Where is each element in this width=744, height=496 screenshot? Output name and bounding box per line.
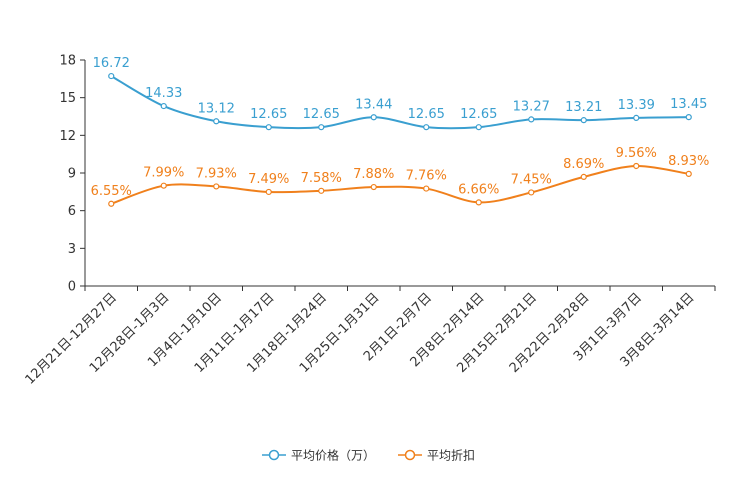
data-label: 7.88%	[353, 167, 394, 182]
legend-label: 平均折扣	[427, 448, 475, 463]
data-label: 16.72	[93, 56, 130, 71]
data-label: 7.45%	[511, 172, 552, 187]
data-label: 12.65	[460, 107, 497, 122]
y-tick-label: 9	[68, 167, 76, 182]
legend-item-1[interactable]: 平均价格（万）	[262, 448, 375, 463]
y-tick-label: 18	[59, 54, 76, 69]
series-line	[110, 75, 689, 130]
data-point	[318, 124, 325, 131]
data-point	[423, 124, 430, 131]
data-label: 7.76%	[406, 169, 447, 184]
legend-item-2[interactable]: 平均折扣	[398, 448, 475, 463]
data-label: 7.93%	[196, 166, 237, 181]
data-label: 12.65	[303, 107, 340, 122]
data-point	[528, 189, 535, 196]
legend-marker-icon	[268, 449, 280, 461]
data-label: 13.12	[198, 101, 235, 116]
data-point	[685, 114, 692, 121]
data-label: 7.99%	[143, 166, 184, 181]
series-layer: 16.72 14.33 13.12 12.65 12.65 13.44 12.65 12.65…	[91, 56, 709, 207]
x-category-label: 12月21日-12月27日	[23, 290, 120, 387]
data-label: 12.65	[408, 107, 445, 122]
data-label: 7.49%	[248, 172, 289, 187]
data-point	[633, 114, 640, 121]
data-point	[423, 185, 430, 192]
data-point	[213, 118, 220, 125]
data-point	[528, 116, 535, 123]
data-point	[160, 102, 167, 110]
data-point	[475, 124, 482, 131]
data-point	[580, 173, 587, 180]
data-point	[685, 170, 692, 177]
data-point	[370, 114, 377, 121]
y-tick-label: 0	[68, 280, 76, 295]
data-label: 6.55%	[91, 184, 132, 199]
data-point	[108, 72, 115, 80]
data-label: 13.45	[670, 97, 707, 112]
data-point	[370, 183, 377, 191]
data-label: 6.66%	[458, 182, 499, 197]
data-point	[213, 183, 220, 190]
legend[interactable]: 平均价格（万） 平均折扣	[262, 448, 475, 463]
data-label: 14.33	[145, 86, 182, 101]
data-label: 13.27	[513, 99, 550, 114]
data-label: 7.58%	[301, 171, 342, 186]
series-2: 6.55% 7.99% 7.93% 7.49% 7.58% 7.88% 7.76% 6.66%…	[91, 146, 709, 207]
data-point	[265, 188, 272, 196]
data-label: 12.65	[250, 107, 287, 122]
data-label: 8.93%	[668, 154, 709, 169]
data-point	[475, 199, 482, 206]
data-label: 13.39	[618, 98, 655, 113]
data-point	[633, 162, 640, 170]
data-label: 9.56%	[616, 146, 657, 161]
y-tick-label: 12	[59, 129, 76, 144]
data-point	[160, 182, 167, 189]
y-tick-label: 3	[68, 242, 76, 257]
y-tick-label: 15	[59, 91, 76, 106]
data-point	[580, 117, 587, 124]
series-line	[110, 164, 689, 205]
data-label: 13.44	[355, 97, 392, 112]
series-1: 16.72 14.33 13.12 12.65 12.65 13.44 12.65 12.65…	[93, 56, 707, 131]
y-tick-label: 6	[68, 204, 76, 219]
data-point	[318, 187, 325, 194]
data-label: 13.21	[565, 100, 602, 115]
legend-label: 平均价格（万）	[291, 448, 375, 463]
data-label: 8.69%	[563, 157, 604, 172]
legend-marker-icon	[404, 449, 416, 461]
data-point	[265, 124, 272, 131]
data-point	[108, 200, 115, 207]
